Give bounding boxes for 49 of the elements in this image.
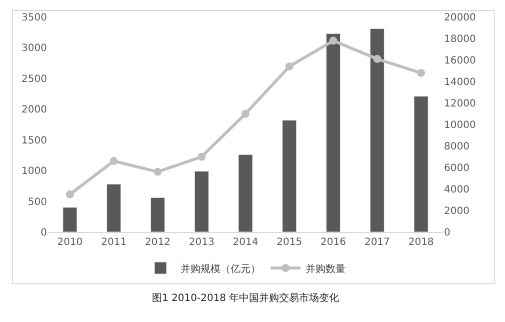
bar xyxy=(106,184,122,232)
y2-tick-label: 2000 xyxy=(444,206,470,217)
y-tick-label: 1500 xyxy=(22,135,47,146)
y-tick-label: 1000 xyxy=(22,166,47,178)
y2-tick-label: 4000 xyxy=(444,184,470,196)
y2-tick-label: 0 xyxy=(444,228,450,238)
y-tick-label: 3000 xyxy=(22,43,47,54)
bar xyxy=(150,197,165,232)
y2-tick-label: 6000 xyxy=(444,163,470,174)
point xyxy=(110,157,118,166)
y2-tick-label: 16000 xyxy=(444,56,476,66)
x-tick-label: 2013 xyxy=(188,237,214,248)
x-tick-label: 2018 xyxy=(408,237,434,248)
caption: 图1 2010-2018 年中国并购交易市场变化 xyxy=(152,292,340,304)
y-tick-label: 0 xyxy=(40,228,47,238)
y-tick-label: 2500 xyxy=(22,74,47,85)
point xyxy=(154,168,162,176)
bar xyxy=(194,170,209,232)
y-tick-label: 2000 xyxy=(22,104,47,116)
x-tick-label: 2011 xyxy=(101,237,127,248)
y2-tick-label: 10000 xyxy=(444,120,476,131)
point xyxy=(417,68,426,77)
bar xyxy=(282,120,297,232)
point xyxy=(373,54,382,63)
x-tick-label: 2014 xyxy=(232,237,258,248)
point xyxy=(285,62,294,70)
x-tick-label: 2012 xyxy=(144,237,170,248)
bar xyxy=(370,28,384,232)
point xyxy=(66,190,74,198)
x-tick-label: 2010 xyxy=(57,237,83,248)
x-tick-label: 2015 xyxy=(276,237,302,248)
bar xyxy=(326,33,341,232)
bar xyxy=(414,96,428,232)
point xyxy=(198,152,206,161)
y-tick-label: 3500 xyxy=(22,12,47,24)
bar xyxy=(62,207,78,232)
y-tick-label: 500 xyxy=(28,196,47,208)
legend-label: 并购规模（亿元） xyxy=(180,262,260,275)
point xyxy=(242,110,250,118)
y2-tick-label: 14000 xyxy=(444,77,476,88)
point xyxy=(329,36,338,45)
x-tick-label: 2016 xyxy=(320,237,346,248)
y2-tick-label: 8000 xyxy=(444,142,470,152)
x-tick-label: 2017 xyxy=(364,237,390,248)
y2-tick-label: 12000 xyxy=(444,98,476,110)
y2-tick-label: 18000 xyxy=(444,34,476,45)
legend-label: 并购数量 xyxy=(306,262,346,275)
bar xyxy=(238,154,253,232)
y2-tick-label: 20000 xyxy=(444,12,476,24)
